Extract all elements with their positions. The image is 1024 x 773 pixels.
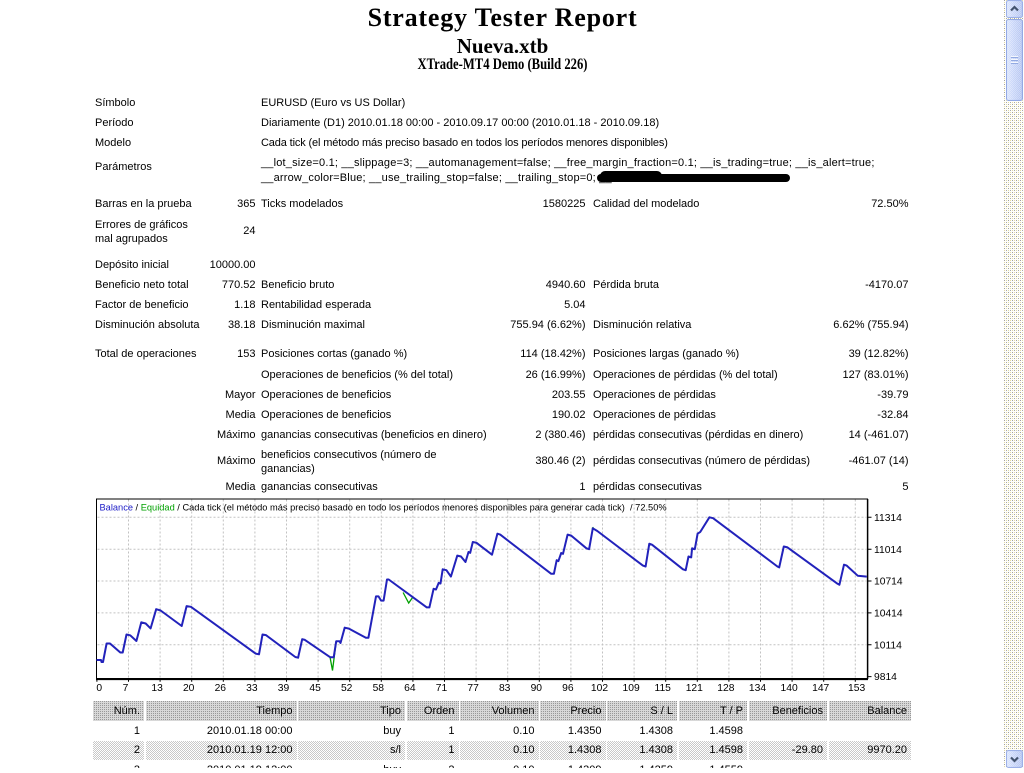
svg-text:26: 26 <box>215 683 227 694</box>
svg-text:109: 109 <box>623 683 640 694</box>
svg-text:52: 52 <box>341 683 353 694</box>
svg-text:13: 13 <box>151 683 163 694</box>
svg-text:153: 153 <box>848 683 865 694</box>
svg-text:147: 147 <box>812 683 829 694</box>
svg-text:9814: 9814 <box>874 672 897 683</box>
svg-text:96: 96 <box>562 683 574 694</box>
svg-text:140: 140 <box>781 683 798 694</box>
svg-text:45: 45 <box>309 683 321 694</box>
svg-text:71: 71 <box>436 683 448 694</box>
svg-text:134: 134 <box>749 683 766 694</box>
svg-text:33: 33 <box>246 683 258 694</box>
svg-text:39: 39 <box>278 683 290 694</box>
svg-text:10114: 10114 <box>874 640 902 651</box>
svg-text:64: 64 <box>404 683 416 694</box>
svg-text:10414: 10414 <box>874 609 903 620</box>
svg-text:58: 58 <box>373 683 385 694</box>
svg-text:121: 121 <box>686 683 703 694</box>
svg-text:102: 102 <box>591 683 608 694</box>
svg-text:115: 115 <box>654 683 671 694</box>
svg-text:Balance / Equidad / Cada tick: Balance / Equidad / Cada tick (el método… <box>100 503 667 513</box>
svg-text:11014: 11014 <box>874 545 902 556</box>
svg-text:128: 128 <box>717 683 734 694</box>
svg-text:90: 90 <box>531 683 543 694</box>
svg-text:7: 7 <box>123 683 129 694</box>
svg-text:0: 0 <box>96 683 102 694</box>
svg-text:10714: 10714 <box>874 577 903 588</box>
svg-text:11314: 11314 <box>874 513 902 524</box>
svg-text:83: 83 <box>499 683 511 694</box>
svg-text:77: 77 <box>467 683 479 694</box>
svg-text:20: 20 <box>183 683 195 694</box>
